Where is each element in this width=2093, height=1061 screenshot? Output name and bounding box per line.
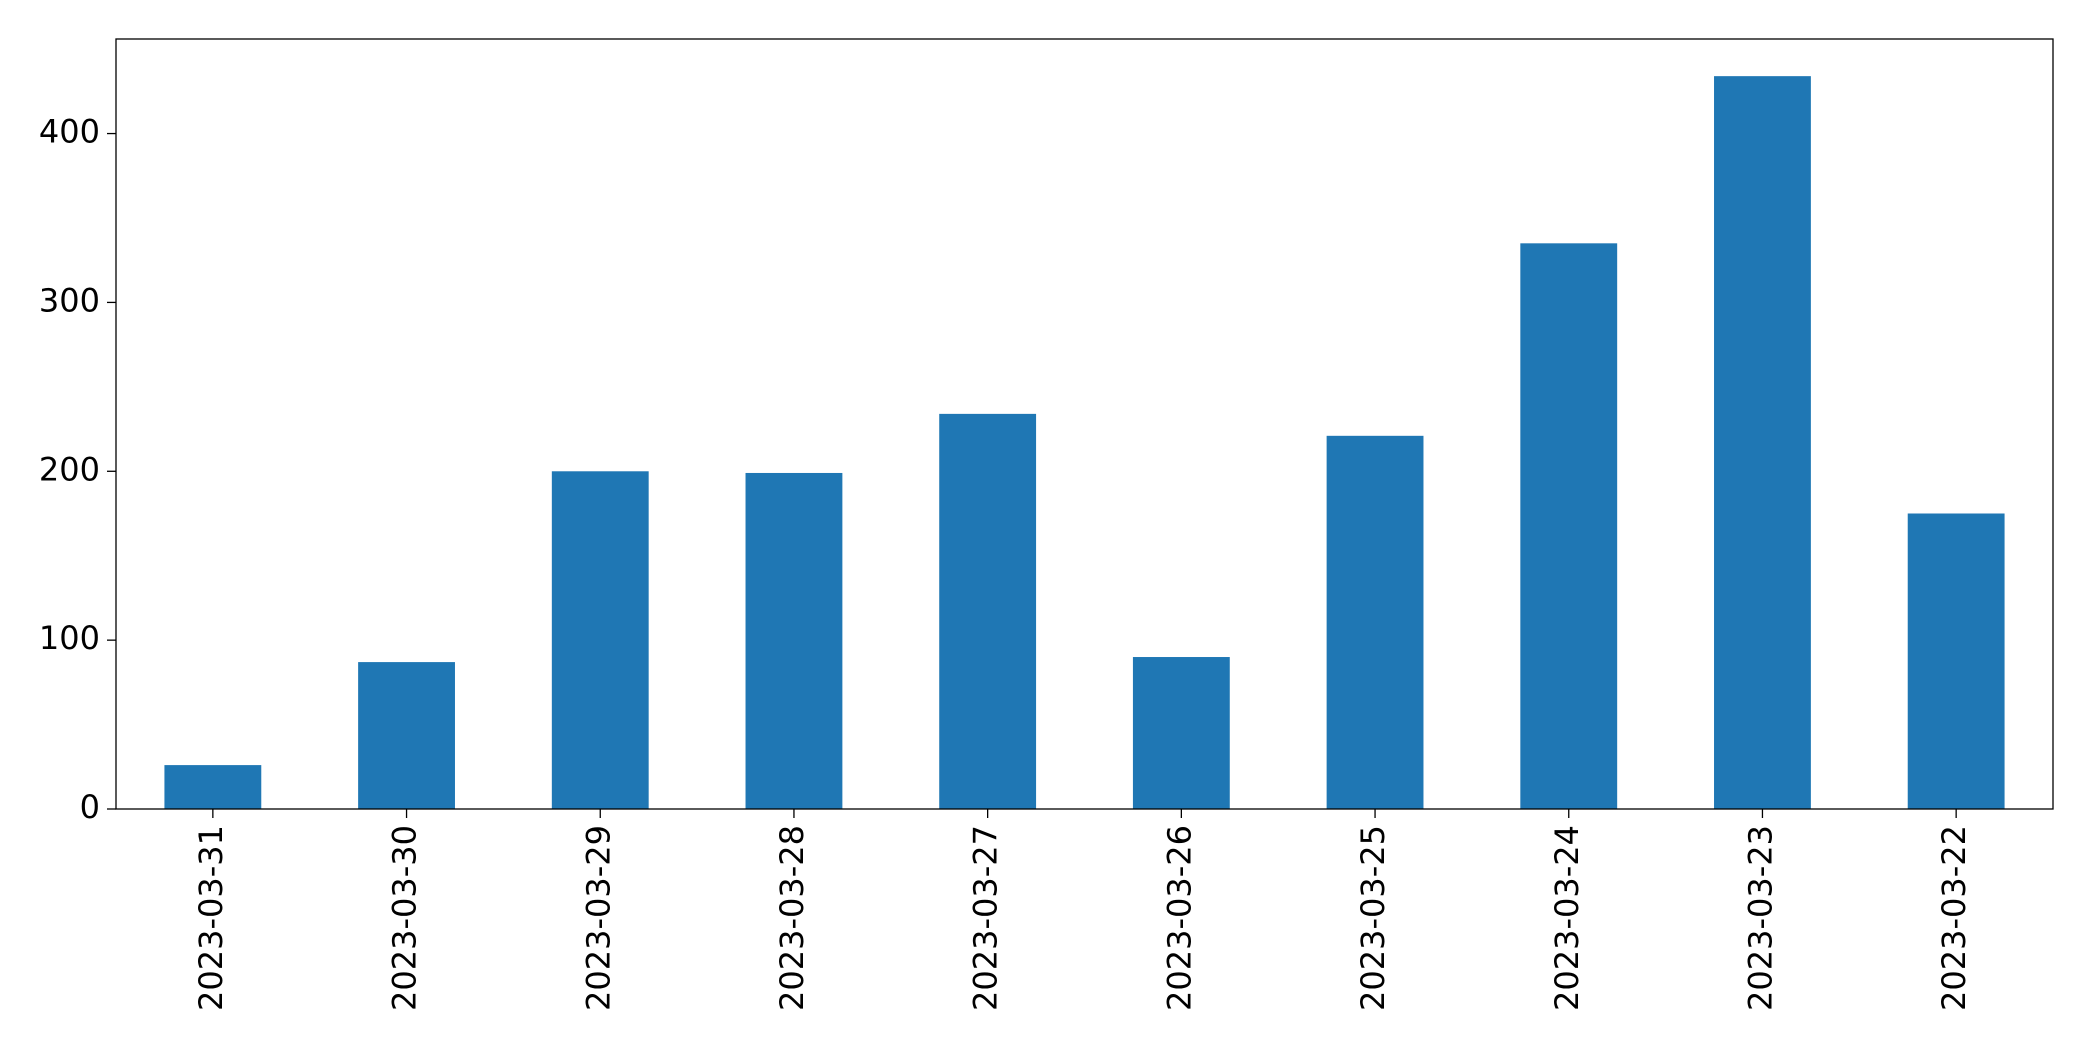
x-tick-label: 2023-03-31 xyxy=(192,825,230,1011)
y-tick-label: 300 xyxy=(39,281,100,319)
plot-frame xyxy=(115,38,2054,810)
bar xyxy=(745,472,843,809)
x-tick-label: 2023-03-30 xyxy=(386,825,424,1011)
bar xyxy=(939,413,1037,809)
x-tick-label: 2023-03-23 xyxy=(1741,825,1779,1011)
bar xyxy=(164,765,262,809)
bar xyxy=(1907,513,2005,809)
y-tick-label: 0 xyxy=(80,788,100,826)
bar xyxy=(1132,657,1230,809)
bar xyxy=(358,662,455,809)
y-tick-label: 400 xyxy=(39,113,100,151)
x-tick-label: 2023-03-27 xyxy=(967,825,1005,1011)
x-tick-label: 2023-03-25 xyxy=(1354,825,1392,1011)
x-tick-label: 2023-03-22 xyxy=(1935,825,1973,1011)
bar xyxy=(1520,243,1618,809)
bar xyxy=(1714,76,1811,810)
bar xyxy=(1326,435,1424,809)
bar xyxy=(551,471,649,809)
x-tick-label: 2023-03-26 xyxy=(1160,825,1198,1011)
x-tick-label: 2023-03-29 xyxy=(579,825,617,1011)
x-tick-label: 2023-03-28 xyxy=(773,825,811,1011)
y-tick-label: 100 xyxy=(39,619,100,657)
y-tick-label: 200 xyxy=(39,450,100,488)
x-tick-label: 2023-03-24 xyxy=(1548,825,1586,1011)
